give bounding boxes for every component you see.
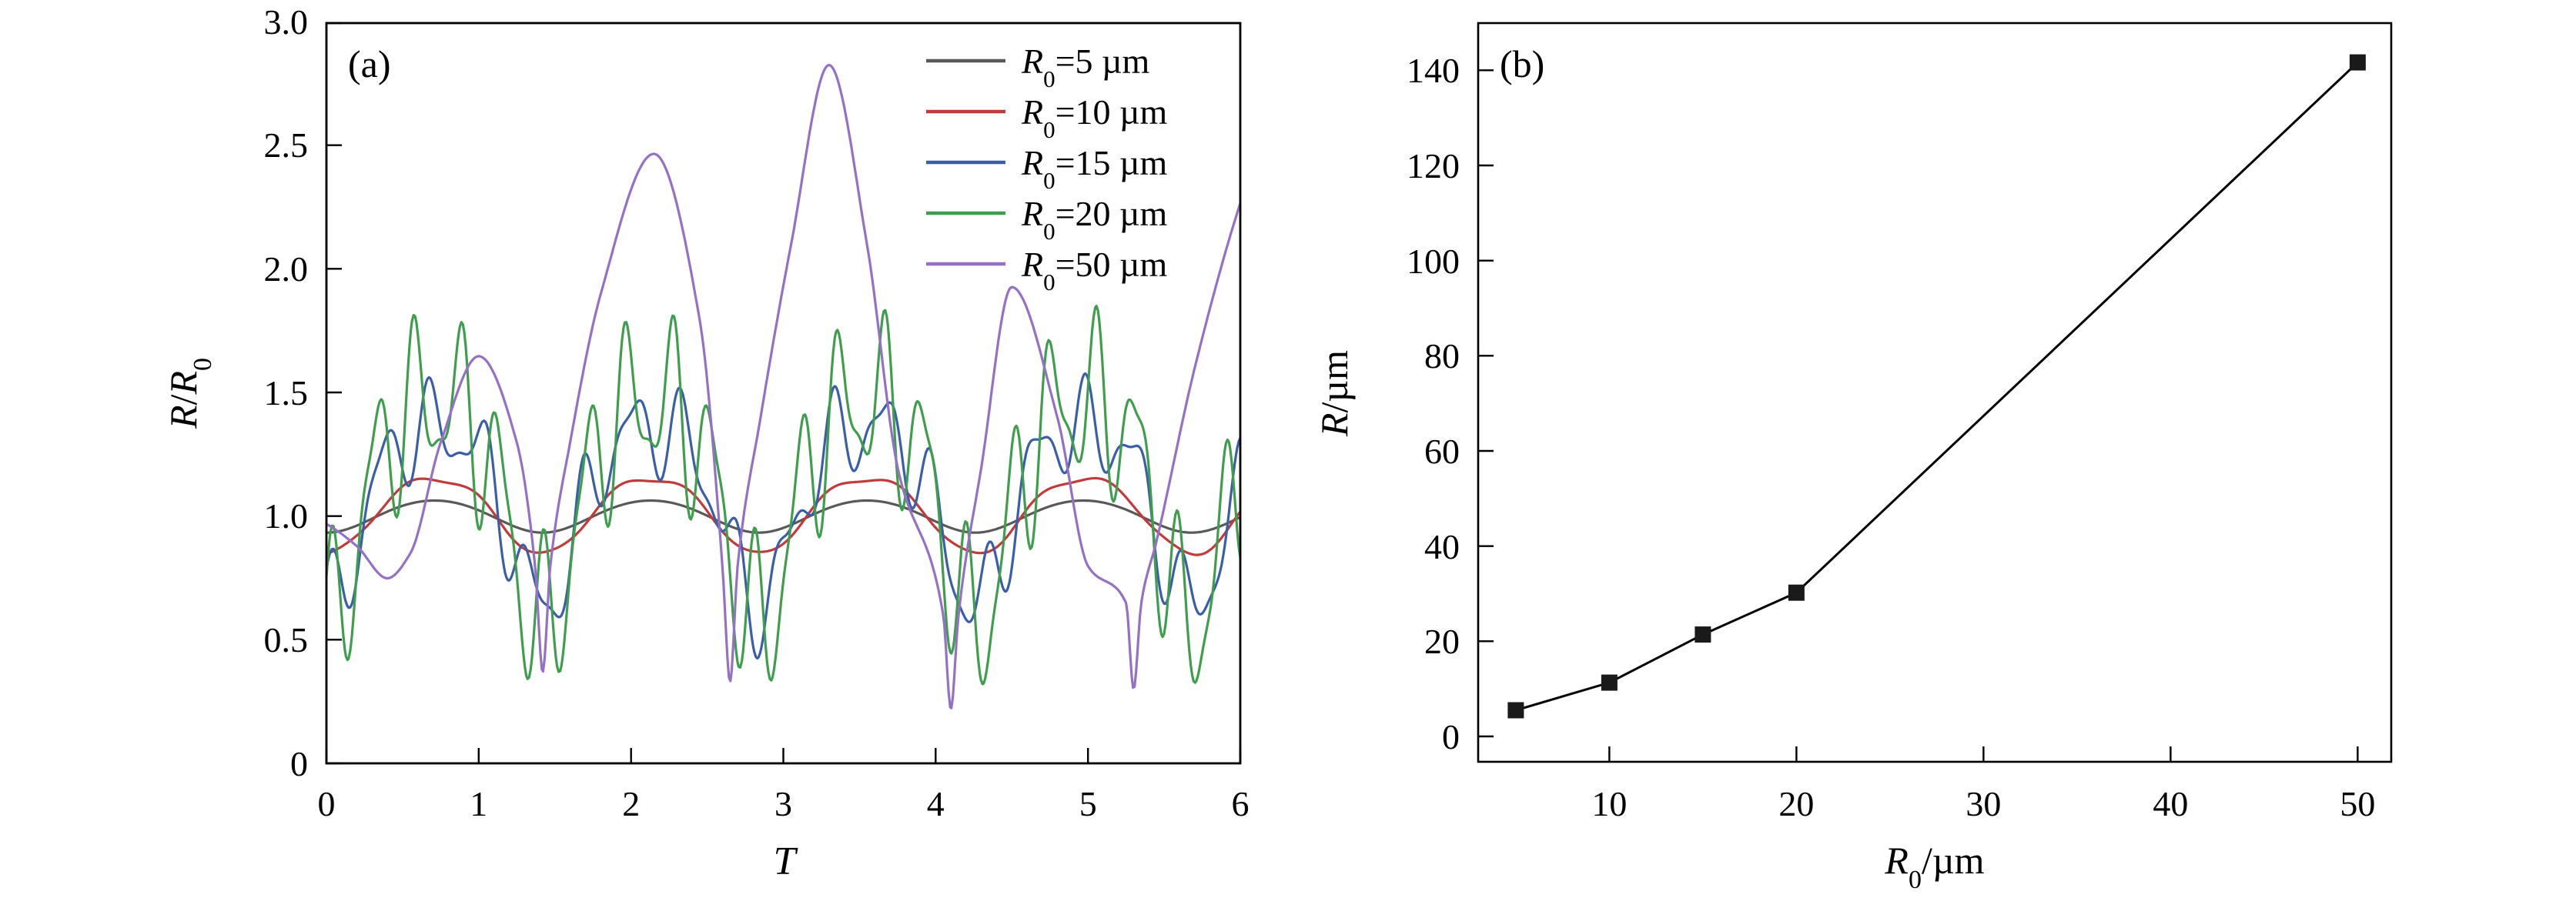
svg-text:40: 40 [1424,527,1460,566]
svg-text:100: 100 [1407,242,1460,281]
svg-text:1.5: 1.5 [264,373,309,412]
svg-text:1.0: 1.0 [264,496,309,536]
svg-text:1: 1 [470,784,487,823]
svg-text:0: 0 [290,744,308,783]
svg-text:60: 60 [1424,432,1460,471]
svg-text:5: 5 [1079,784,1097,823]
svg-text:(b): (b) [1500,42,1544,85]
svg-text:20: 20 [1424,622,1460,661]
svg-text:0: 0 [1442,717,1460,756]
svg-text:2.0: 2.0 [264,249,309,289]
svg-text:R/µm: R/µm [1313,350,1356,437]
svg-text:(a): (a) [348,42,391,85]
svg-text:120: 120 [1407,146,1460,185]
svg-text:3: 3 [774,784,792,823]
svg-text:0.5: 0.5 [264,620,309,659]
svg-text:30: 30 [1965,784,2001,823]
svg-text:50: 50 [2340,784,2375,823]
svg-text:0: 0 [318,784,336,823]
svg-text:140: 140 [1407,51,1460,90]
svg-text:40: 40 [2153,784,2188,823]
svg-text:10: 10 [1591,784,1627,823]
svg-text:80: 80 [1424,336,1460,376]
svg-text:4: 4 [927,784,945,823]
svg-text:2: 2 [622,784,640,823]
svg-text:6: 6 [1232,784,1250,823]
svg-text:2.5: 2.5 [264,125,309,165]
svg-text:T: T [774,840,798,883]
svg-text:3.0: 3.0 [264,2,309,42]
svg-text:20: 20 [1778,784,1814,823]
